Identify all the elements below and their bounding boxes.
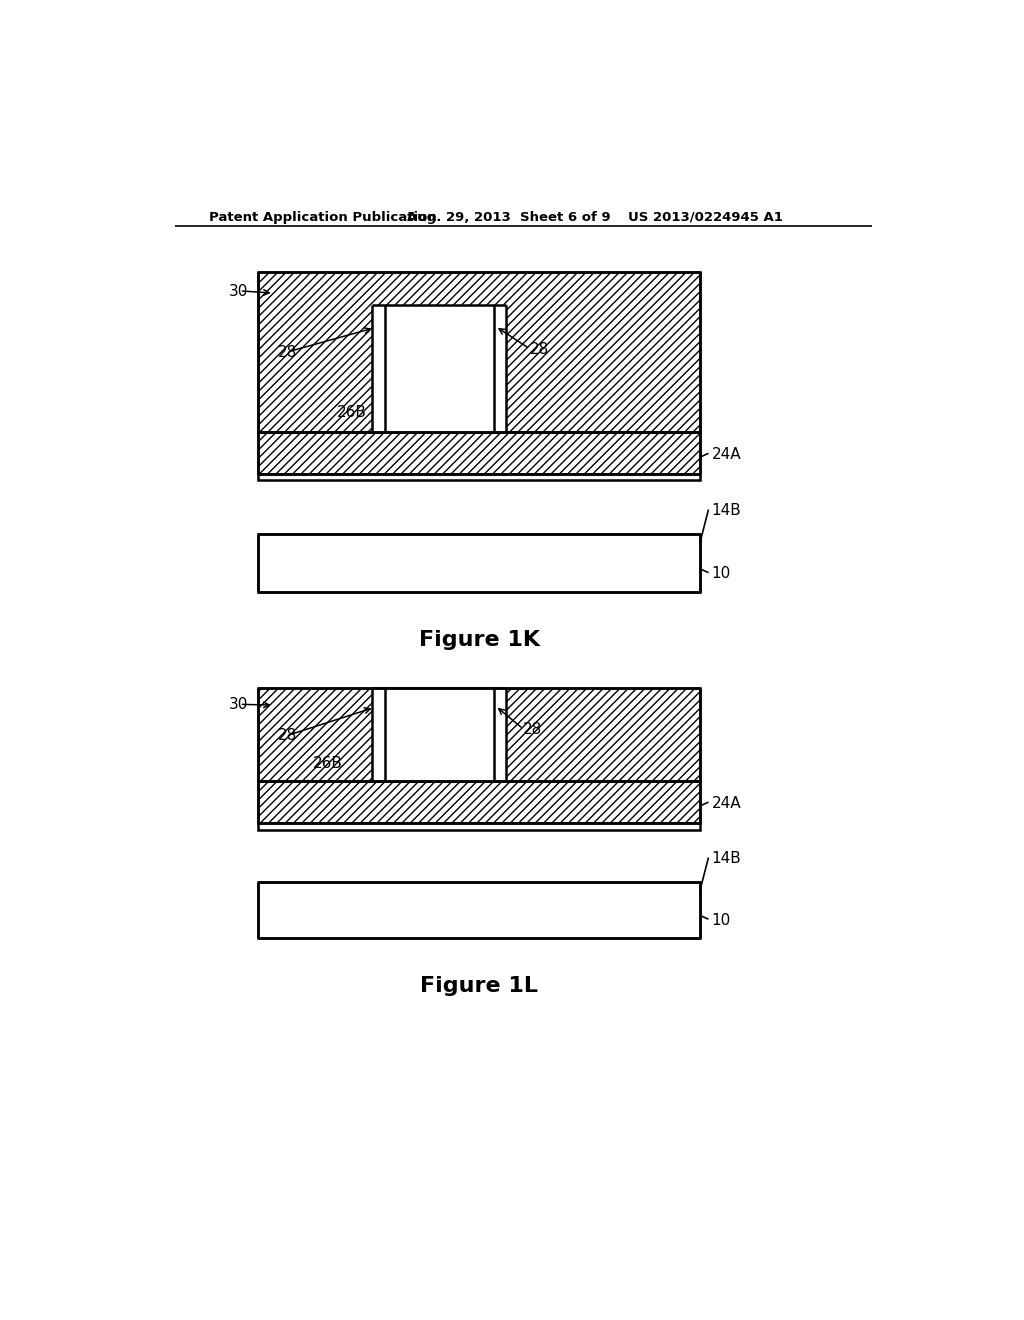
Text: 10: 10: [712, 566, 731, 582]
Bar: [258, 688, 700, 780]
Text: 28: 28: [523, 722, 543, 737]
Text: 24A: 24A: [712, 796, 741, 810]
Text: 24A: 24A: [712, 447, 741, 462]
Text: 14B: 14B: [712, 503, 741, 519]
Text: US 2013/0224945 A1: US 2013/0224945 A1: [628, 211, 782, 224]
Bar: [258, 432, 700, 474]
Text: 30: 30: [228, 697, 248, 713]
Text: 26B: 26B: [312, 756, 342, 771]
Bar: [258, 780, 700, 822]
Bar: [258, 822, 700, 830]
Text: Figure 1L: Figure 1L: [420, 977, 538, 997]
Text: 28: 28: [278, 345, 297, 360]
Text: 14B: 14B: [712, 851, 741, 866]
Text: 28: 28: [278, 729, 297, 743]
Bar: [372, 688, 506, 780]
Text: 28: 28: [529, 342, 549, 356]
Text: 10: 10: [712, 913, 731, 928]
Text: Aug. 29, 2013  Sheet 6 of 9: Aug. 29, 2013 Sheet 6 of 9: [407, 211, 610, 224]
Bar: [258, 272, 700, 432]
Text: Patent Application Publication: Patent Application Publication: [209, 211, 437, 224]
Bar: [372, 305, 506, 432]
Bar: [258, 882, 700, 937]
Bar: [258, 474, 700, 480]
Text: Figure 1K: Figure 1K: [419, 631, 540, 651]
Bar: [258, 535, 700, 591]
Text: 26B: 26B: [337, 405, 368, 420]
Text: 30: 30: [228, 284, 248, 298]
